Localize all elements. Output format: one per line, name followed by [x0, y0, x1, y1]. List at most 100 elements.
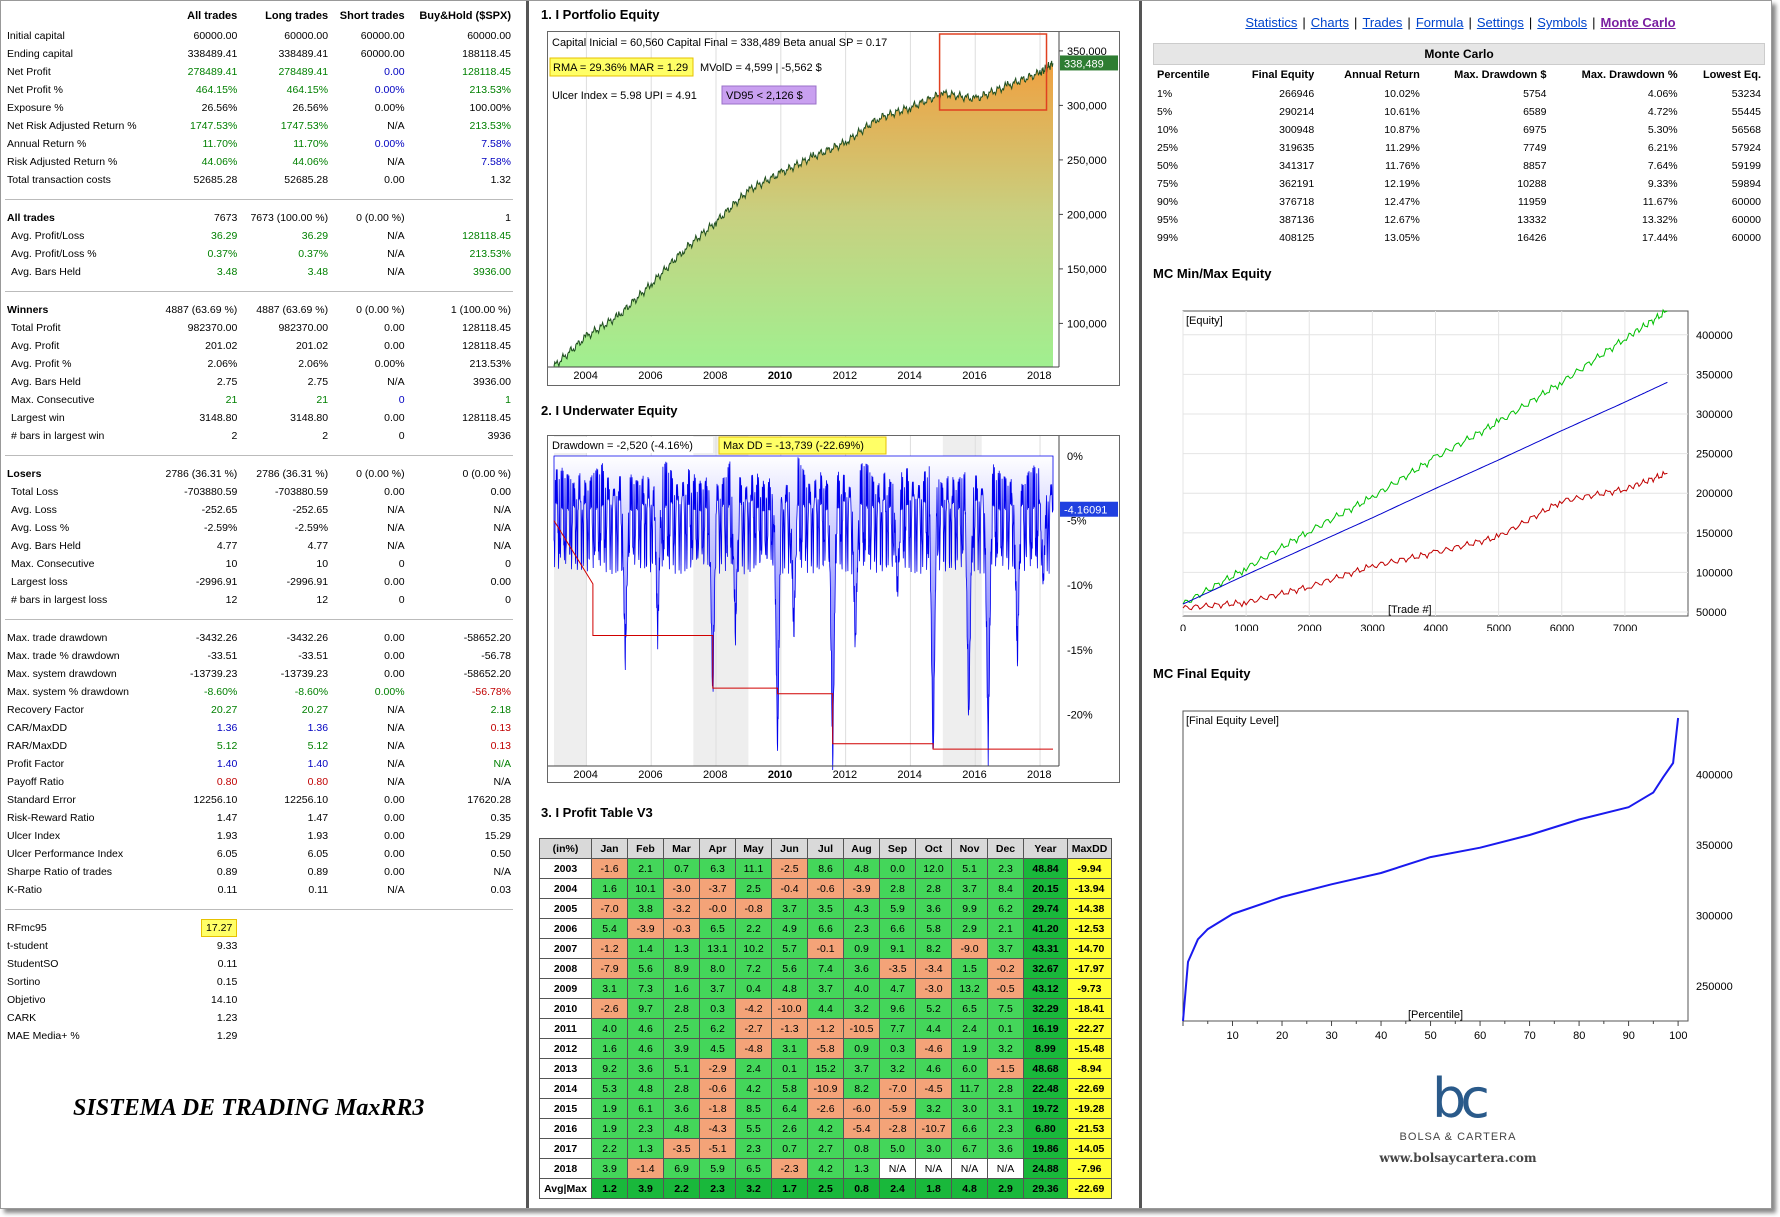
- profit-cell: 1.3: [663, 938, 700, 959]
- x-tick-label: 2012: [833, 370, 857, 382]
- stats-value: N/A: [493, 540, 511, 552]
- x-tick-label: 2004: [573, 769, 597, 781]
- profit-row-year: 2003: [539, 858, 592, 879]
- stats-value: 3936.00: [473, 376, 511, 388]
- profit-cell: 4.8: [951, 1178, 988, 1199]
- min-equity-series: [1182, 470, 1668, 611]
- stats-label: Sharpe Ratio of trades: [7, 866, 113, 878]
- mc-minmax-chart: 400000 350000 300000 250000 200000 150000 1000…: [1180, 308, 1733, 631]
- profit-cell: -9.0: [951, 938, 988, 959]
- nav-link-symbols[interactable]: Symbols: [1537, 15, 1588, 30]
- equity-info-line: Capital Inicial = 60,560 Capital Final =…: [552, 37, 887, 49]
- y-tick-label: 300000: [1696, 409, 1733, 421]
- x-tick-label: 2018: [1027, 769, 1051, 781]
- stats-value: -2996.91: [286, 576, 329, 588]
- profit-cell: N/A: [951, 1158, 988, 1179]
- stats-value: 0.00: [384, 322, 405, 334]
- stats-value: 12: [225, 594, 238, 606]
- stats-value: 201.02: [205, 340, 238, 352]
- profit-cell: -4.5: [915, 1078, 952, 1099]
- y-tick-label: 200,000: [1067, 209, 1107, 221]
- mc-cell: 17.44%: [1642, 232, 1678, 244]
- stats-group-value: 2786 (36.31 %): [256, 468, 329, 480]
- mc-cell: 10.02%: [1384, 88, 1420, 100]
- profit-cell: -6.0: [843, 1098, 880, 1119]
- x-tick-label: 2000: [1297, 623, 1321, 631]
- nav-link-monte-carlo[interactable]: Monte Carlo: [1600, 15, 1676, 30]
- stats-label: Net Profit: [7, 66, 51, 78]
- y-tick-label: -20%: [1067, 709, 1093, 721]
- profit-row-year: 2009: [539, 978, 592, 999]
- profit-cell: 16.19: [1023, 1018, 1068, 1039]
- stats-row: Annual Return % 11.70% 11.70% 0.00% 7.58%: [5, 135, 513, 153]
- profit-cell: 3.7: [987, 938, 1024, 959]
- profit-row-year: 2018: [539, 1158, 592, 1179]
- mc-cell: 341317: [1279, 160, 1315, 172]
- profit-cell: -13.94: [1067, 878, 1112, 899]
- stats-value: 0: [398, 430, 405, 442]
- profit-cell: 1.6: [663, 978, 700, 999]
- stats-value: N/A: [493, 758, 511, 770]
- underwater-equity-chart: 0% -5% -10% -15% -20% 2004 2006 2008 2010 2012 201…: [547, 435, 1120, 783]
- profit-cell: 8.0: [699, 958, 736, 979]
- profit-cell: 2.6: [771, 1118, 808, 1139]
- stats-group-value: 1: [505, 212, 511, 224]
- extra-stat-row: Sortino 0.15: [5, 973, 513, 991]
- ulcer-label: Ulcer Index = 5.98 UPI = 4.91: [552, 90, 697, 102]
- x-tick-label: 7000: [1613, 623, 1637, 631]
- nav-separator: |: [1528, 15, 1533, 30]
- nav-link-formula[interactable]: Formula: [1415, 15, 1464, 30]
- equity-line: [553, 60, 1054, 368]
- stats-row: K-Ratio 0.11 0.11 N/A 0.03: [5, 881, 513, 899]
- profit-cell: 4.4: [915, 1018, 952, 1039]
- profit-cell: 48.68: [1023, 1058, 1068, 1079]
- stats-row: Net Profit 278489.41 278489.41 0.00 128118.4…: [5, 63, 513, 81]
- stats-value: 213.53%: [469, 248, 511, 260]
- stats-value: N/A: [387, 120, 405, 132]
- profit-cell: 1.6: [591, 1038, 628, 1059]
- x-tick-label: 2014: [897, 769, 921, 781]
- profit-cell: 29.36: [1023, 1178, 1068, 1199]
- profit-cell: 8.99: [1023, 1038, 1068, 1059]
- profit-cell: 6.6: [951, 1118, 988, 1139]
- profit-cell: -0.1: [807, 938, 844, 959]
- stats-value: 0.00: [384, 668, 405, 680]
- profit-cell: 2.4: [879, 1178, 916, 1199]
- monte-carlo-panel: Statistics | Charts | Trades | Formula | Setting…: [1148, 1, 1771, 1208]
- stats-separator: [5, 609, 513, 620]
- stats-value: 982370.00: [278, 322, 329, 334]
- x-tick-label: 90: [1623, 1030, 1635, 1041]
- profit-column-header: Mar: [663, 838, 700, 859]
- stats-value: 44.06%: [292, 156, 329, 168]
- profit-cell: 2.8: [915, 878, 952, 899]
- stats-value: -3432.26: [195, 632, 238, 644]
- x-tick-label: 30: [1326, 1030, 1338, 1041]
- stats-value: 1747.53%: [190, 120, 238, 132]
- stats-value: 0: [505, 558, 511, 570]
- nav-link-statistics[interactable]: Statistics: [1245, 15, 1298, 30]
- profit-column-header: (in%): [539, 838, 592, 859]
- nav-link-settings[interactable]: Settings: [1476, 15, 1524, 30]
- extra-stat-text: 1.23: [216, 1012, 238, 1024]
- profit-cell: 0.3: [699, 998, 736, 1019]
- nav-separator: |: [1407, 15, 1411, 30]
- stats-group-value: 2786 (36.31 %): [165, 468, 238, 480]
- stats-value: 0: [398, 394, 405, 406]
- stats-value: 0.00: [384, 412, 405, 424]
- nav-link-charts[interactable]: Charts: [1310, 15, 1350, 30]
- profit-column-header: Dec: [987, 838, 1024, 859]
- stats-row: Avg. Bars Held 3.48 3.48 N/A 3936.00: [5, 263, 513, 281]
- nav-link-trades[interactable]: Trades: [1362, 15, 1403, 30]
- x-tick-label: 50: [1425, 1030, 1437, 1041]
- stats-row: Ulcer Index 1.93 1.93 0.00 15.29: [5, 827, 513, 845]
- profit-row-year: 2015: [539, 1098, 592, 1119]
- profit-cell: 0.8: [843, 1178, 880, 1199]
- profit-row: 2007 -1.2 1.4 1.3 13.1 10.2 5.7 -0.1 0.9 9.1 8.2 -9…: [539, 938, 1112, 959]
- profit-cell: 0.7: [771, 1138, 808, 1159]
- stats-group-title: All trades: [7, 212, 55, 224]
- stats-value: 15.29: [484, 830, 511, 842]
- mc-cell: 95%: [1157, 214, 1179, 226]
- stats-value: -252.65: [292, 504, 329, 516]
- profit-row-year: 2008: [539, 958, 592, 979]
- profit-cell: N/A: [987, 1158, 1024, 1179]
